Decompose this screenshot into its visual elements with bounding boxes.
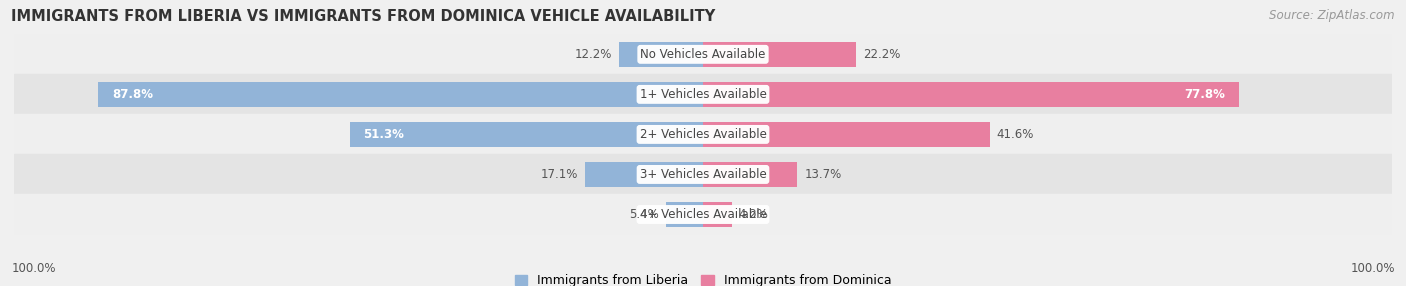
Bar: [14, 194, 1392, 235]
Text: IMMIGRANTS FROM LIBERIA VS IMMIGRANTS FROM DOMINICA VEHICLE AVAILABILITY: IMMIGRANTS FROM LIBERIA VS IMMIGRANTS FR…: [11, 9, 716, 23]
Text: No Vehicles Available: No Vehicles Available: [640, 48, 766, 61]
Text: 22.2%: 22.2%: [863, 48, 900, 61]
Bar: [14, 34, 1392, 74]
Bar: [703, 42, 856, 67]
Bar: [14, 74, 1392, 114]
Text: 51.3%: 51.3%: [363, 128, 405, 141]
Text: 4+ Vehicles Available: 4+ Vehicles Available: [640, 208, 766, 221]
Text: 100.0%: 100.0%: [1350, 262, 1395, 275]
Bar: [666, 202, 703, 227]
Text: 100.0%: 100.0%: [11, 262, 56, 275]
Bar: [703, 162, 797, 187]
Bar: [350, 122, 703, 147]
Bar: [14, 154, 1392, 194]
Bar: [703, 202, 733, 227]
Text: 13.7%: 13.7%: [804, 168, 842, 181]
Bar: [14, 114, 1392, 154]
Text: 87.8%: 87.8%: [112, 88, 153, 101]
Bar: [703, 122, 990, 147]
Text: 77.8%: 77.8%: [1184, 88, 1225, 101]
Text: 41.6%: 41.6%: [997, 128, 1033, 141]
Bar: [98, 82, 703, 107]
Text: Source: ZipAtlas.com: Source: ZipAtlas.com: [1270, 9, 1395, 21]
Text: 17.1%: 17.1%: [541, 168, 578, 181]
Legend: Immigrants from Liberia, Immigrants from Dominica: Immigrants from Liberia, Immigrants from…: [510, 269, 896, 286]
Text: 1+ Vehicles Available: 1+ Vehicles Available: [640, 88, 766, 101]
Bar: [585, 162, 703, 187]
Text: 4.2%: 4.2%: [738, 208, 769, 221]
Bar: [619, 42, 703, 67]
Text: 5.4%: 5.4%: [628, 208, 659, 221]
Bar: [703, 82, 1239, 107]
Text: 3+ Vehicles Available: 3+ Vehicles Available: [640, 168, 766, 181]
Text: 12.2%: 12.2%: [575, 48, 612, 61]
Text: 2+ Vehicles Available: 2+ Vehicles Available: [640, 128, 766, 141]
